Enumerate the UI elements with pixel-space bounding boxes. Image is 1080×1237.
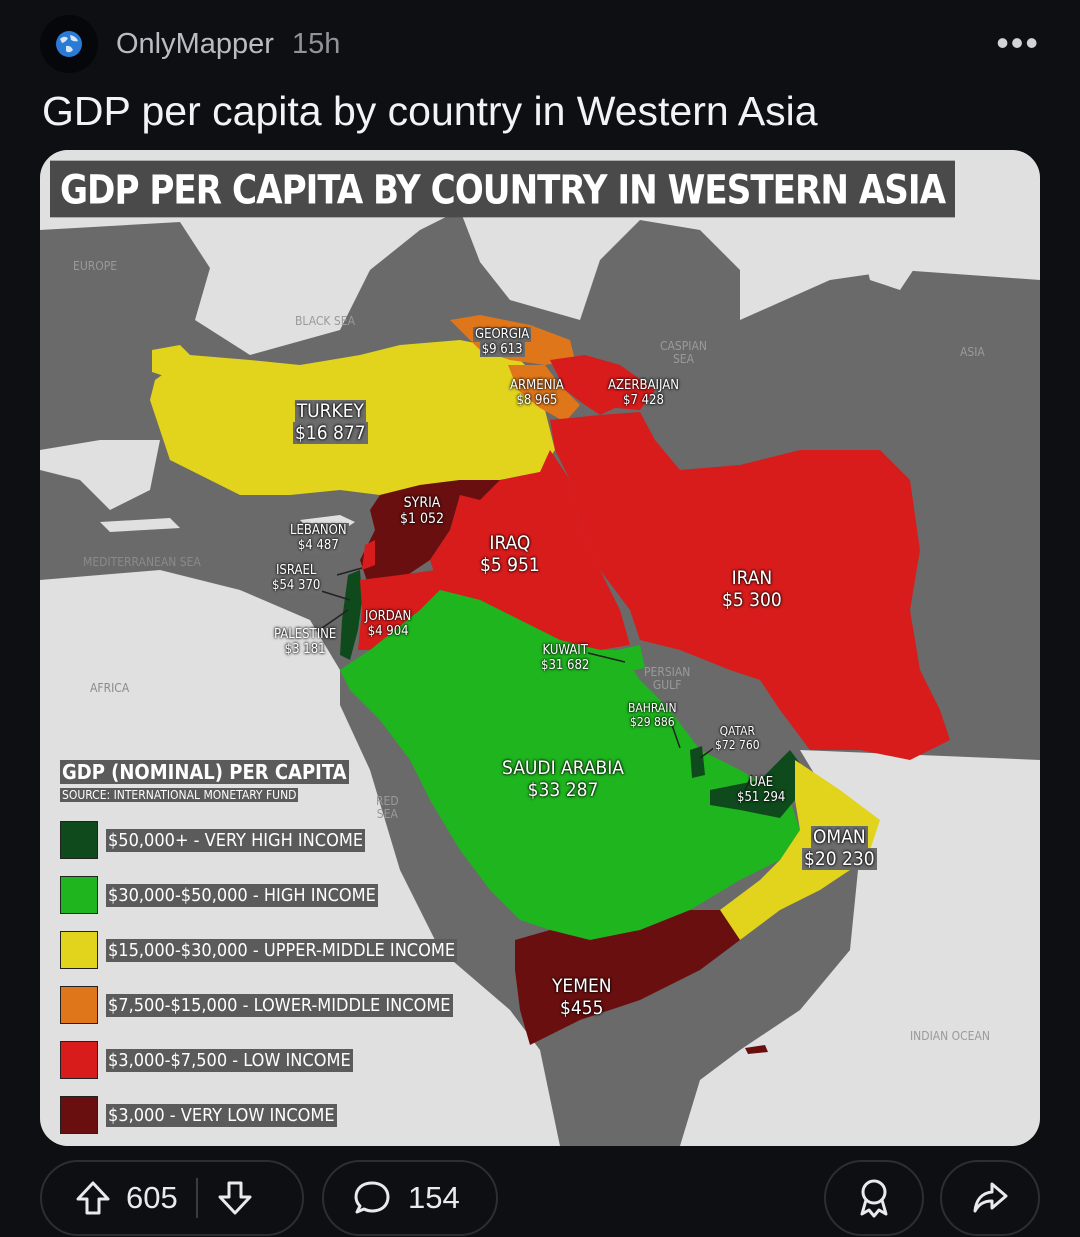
legend-label: $7,500-$15,000 - LOWER-MIDDLE INCOME — [106, 993, 453, 1017]
indian-ocean-label: INDIAN OCEAN — [910, 1029, 990, 1043]
saudi-shape — [340, 590, 800, 940]
award-icon — [860, 1179, 888, 1218]
share-button[interactable] — [940, 1160, 1040, 1236]
legend-label: $30,000-$50,000 - HIGH INCOME — [106, 883, 378, 907]
legend-label: $50,000+ - VERY HIGH INCOME — [106, 828, 366, 852]
bahrain-label: BAHRAIN $29 886 — [628, 701, 677, 729]
lebanon-shape — [362, 540, 375, 570]
legend-swatch — [60, 821, 98, 859]
share-icon — [973, 1182, 1008, 1213]
palestine-label: PALESTINE $3 181 — [274, 627, 337, 657]
downvote-icon[interactable] — [216, 1179, 254, 1217]
georgia-label: GEORGIA $9 613 — [473, 327, 532, 357]
asia-label: ASIA — [960, 345, 985, 359]
legend-swatch — [60, 1041, 98, 1079]
post-image[interactable]: GDP PER CAPITA BY COUNTRY IN WESTERN ASI… — [40, 150, 1040, 1146]
legend-swatch — [60, 986, 98, 1024]
uae-shape — [710, 750, 805, 818]
arabia-east-land — [680, 750, 1040, 1146]
legend-swatch — [60, 1096, 98, 1134]
syria-label: SYRIA $1 052 — [400, 495, 445, 527]
oman-label: OMAN $20 230 — [802, 826, 877, 870]
oman-shape — [720, 760, 880, 940]
globe-icon — [56, 31, 82, 57]
vote-divider — [195, 1178, 198, 1218]
award-button[interactable] — [824, 1160, 924, 1236]
legend-item: $15,000-$30,000 - UPPER-MIDDLE INCOME — [60, 931, 458, 969]
persian-gulf-label: PERSIAN GULF — [644, 665, 691, 692]
azerbaijan-shape — [550, 355, 655, 415]
legend-item: $30,000-$50,000 - HIGH INCOME — [60, 876, 457, 914]
mediterranean-sea-label: MEDITERRANEAN SEA — [83, 555, 201, 569]
avatar[interactable] — [40, 15, 98, 73]
comment-icon — [352, 1178, 392, 1218]
africa-label: AFRICA — [90, 681, 130, 695]
jordan-label: JORDAN $4 904 — [365, 609, 412, 639]
legend-item: $50,000+ - VERY HIGH INCOME — [60, 821, 457, 859]
legend-item: $7,500-$15,000 - LOWER-MIDDLE INCOME — [60, 986, 457, 1024]
post-actions: 605 154 — [40, 1160, 1040, 1236]
legend-swatch — [60, 876, 98, 914]
palestine-shape — [352, 590, 358, 620]
azerbaijan-label: AZERBAIJAN $7 428 — [608, 378, 679, 408]
armenia-shape — [508, 365, 580, 422]
yemen-shape — [515, 910, 740, 1045]
upvote-icon[interactable] — [74, 1179, 112, 1217]
iran-label: IRAN $5 300 — [722, 567, 782, 611]
comments-button[interactable]: 154 — [322, 1160, 498, 1236]
qatar-label: QATAR $72 760 — [713, 724, 762, 752]
red-sea-label: RED SEA — [376, 794, 399, 821]
legend-label: $3,000-$7,500 - LOW INCOME — [106, 1048, 353, 1072]
uae-label: UAE $51 294 — [737, 775, 786, 805]
bahrain-shape — [676, 746, 682, 756]
socotra-shape — [745, 1045, 768, 1054]
map-legend: GDP (NOMINAL) PER CAPITA SOURCE: INTERNA… — [60, 760, 458, 1134]
black-sea-label: BLACK SEA — [295, 314, 355, 328]
legend-item: $3,000-$7,500 - LOW INCOME — [60, 1041, 457, 1079]
map-title: GDP PER CAPITA BY COUNTRY IN WESTERN ASI… — [50, 160, 956, 218]
legend-item: $3,000 - VERY LOW INCOME — [60, 1096, 457, 1134]
iran-shape — [550, 412, 950, 760]
armenia-label: ARMENIA $8 965 — [510, 378, 564, 408]
legend-source: SOURCE: INTERNATIONAL MONETARY FUND — [60, 788, 299, 802]
post-title[interactable]: GDP per capita by country in Western Asi… — [42, 88, 818, 134]
legend-label: $3,000 - VERY LOW INCOME — [106, 1103, 337, 1127]
lebanon-label: LEBANON $4 487 — [288, 523, 349, 553]
post-age: 15h — [291, 27, 341, 60]
balkans-land — [40, 440, 160, 510]
kuwait-label: KUWAIT $31 682 — [541, 643, 590, 673]
comment-count: 154 — [408, 1180, 460, 1215]
legend-label: $15,000-$30,000 - UPPER-MIDDLE INCOME — [106, 938, 458, 962]
jordan-shape — [358, 570, 440, 650]
israel-label: ISRAEL $54 370 — [270, 563, 323, 593]
upvote-count: 605 — [126, 1180, 178, 1215]
kuwait-shape — [618, 645, 645, 672]
more-options-icon[interactable]: ••• — [996, 22, 1040, 63]
europe-label: EUROPE — [73, 259, 118, 273]
vote-control: 605 — [40, 1160, 304, 1236]
saudi-arabia-label: SAUDI ARABIA $33 287 — [502, 757, 624, 801]
post-header: OnlyMapper 15h ••• — [40, 14, 1040, 74]
aral-land — [860, 230, 920, 290]
legend-swatch — [60, 931, 98, 969]
syria-shape — [360, 480, 500, 590]
qatar-shape — [690, 746, 705, 778]
iraq-label: IRAQ $5 951 — [480, 532, 540, 576]
turkey-label: TURKEY $16 877 — [293, 400, 368, 444]
crete — [100, 518, 180, 532]
legend-title: GDP (NOMINAL) PER CAPITA — [60, 760, 349, 784]
caspian-sea-label: CASPIAN SEA — [660, 339, 707, 366]
yemen-label: YEMEN $455 — [552, 975, 612, 1019]
black-sea-north-land — [200, 242, 370, 340]
turkey-europe-shape — [152, 345, 200, 378]
author-name[interactable]: OnlyMapper — [116, 27, 274, 60]
